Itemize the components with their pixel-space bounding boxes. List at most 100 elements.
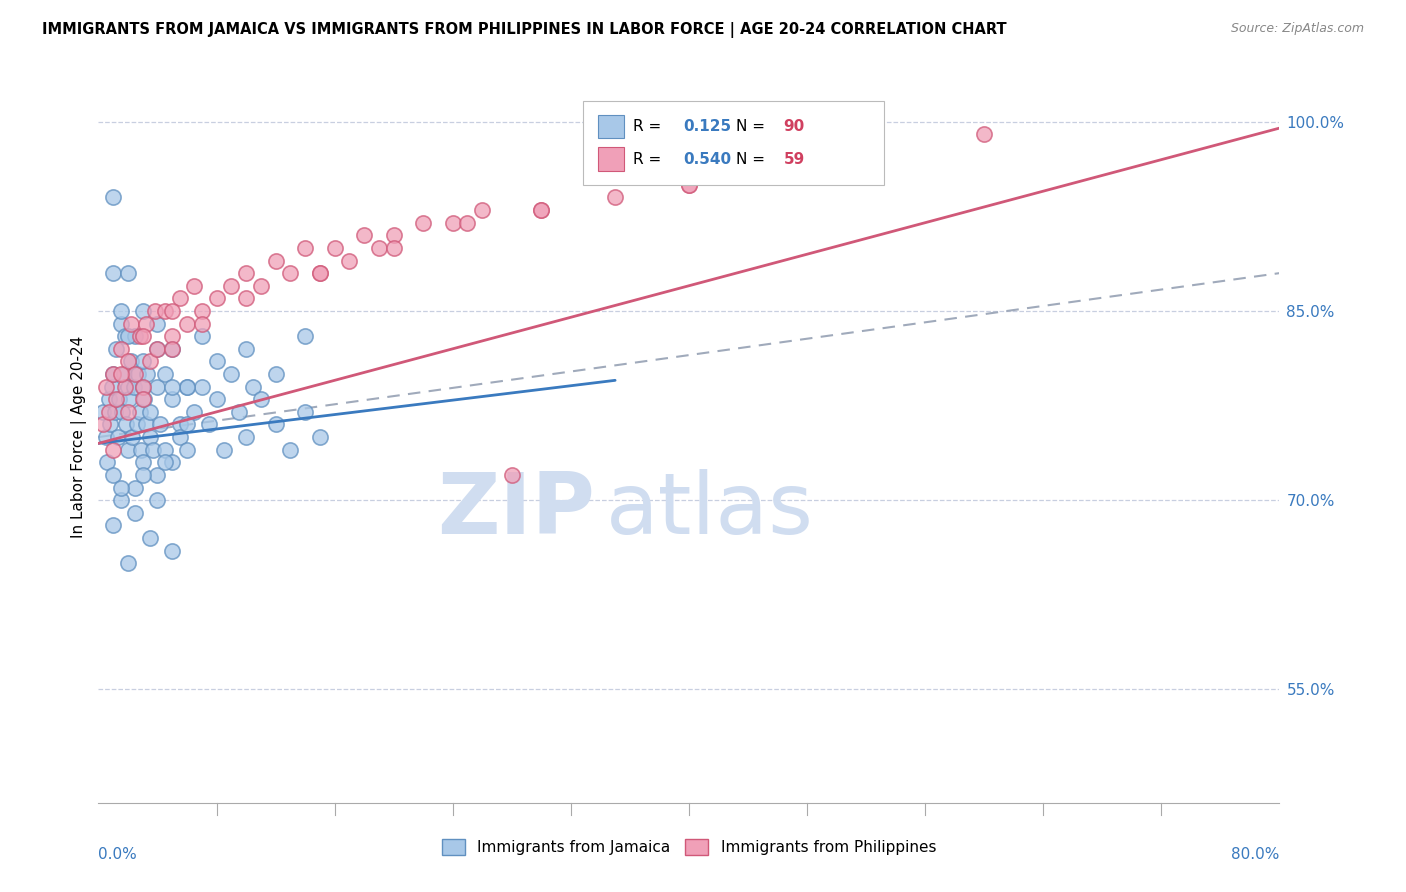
Point xyxy=(132,467,155,482)
Point xyxy=(94,379,117,393)
Legend: Immigrants from Jamaica, Immigrants from Philippines: Immigrants from Jamaica, Immigrants from… xyxy=(436,833,942,861)
Point xyxy=(235,266,257,280)
Point xyxy=(146,342,169,356)
Point xyxy=(110,481,132,495)
Point xyxy=(825,153,848,167)
Point xyxy=(169,430,191,444)
Text: 0.125: 0.125 xyxy=(683,119,731,134)
Point xyxy=(143,304,166,318)
Point xyxy=(205,291,228,305)
Point xyxy=(132,304,155,318)
Point xyxy=(309,266,332,280)
Point xyxy=(162,455,183,469)
Point xyxy=(309,266,332,280)
Text: N =: N = xyxy=(737,152,770,167)
Text: N =: N = xyxy=(737,119,770,134)
Point xyxy=(120,317,142,331)
Point xyxy=(110,367,132,381)
Text: IMMIGRANTS FROM JAMAICA VS IMMIGRANTS FROM PHILIPPINES IN LABOR FORCE | AGE 20-2: IMMIGRANTS FROM JAMAICA VS IMMIGRANTS FR… xyxy=(42,22,1007,38)
Point xyxy=(353,228,375,243)
Point xyxy=(127,367,149,381)
Point xyxy=(368,241,391,255)
Point xyxy=(117,556,139,570)
Point xyxy=(294,329,316,343)
Point xyxy=(605,190,627,204)
Point xyxy=(132,329,155,343)
Point xyxy=(191,379,214,393)
Text: 59: 59 xyxy=(783,152,804,167)
Point xyxy=(117,405,139,419)
Point xyxy=(973,128,995,142)
FancyBboxPatch shape xyxy=(598,147,624,171)
Point xyxy=(132,379,155,393)
Point xyxy=(153,367,176,381)
Point xyxy=(191,304,214,318)
Point xyxy=(471,203,494,218)
Point xyxy=(128,329,150,343)
Point xyxy=(129,442,152,457)
Point xyxy=(117,379,139,393)
Point xyxy=(125,417,148,432)
Point xyxy=(678,178,700,192)
Point xyxy=(191,329,214,343)
Point xyxy=(162,304,183,318)
Point xyxy=(294,241,316,255)
Point xyxy=(110,493,132,508)
Point xyxy=(121,430,143,444)
Point xyxy=(128,405,150,419)
Point xyxy=(104,405,127,419)
Point xyxy=(117,442,139,457)
Point xyxy=(169,291,191,305)
Point xyxy=(162,379,183,393)
Point xyxy=(139,531,162,545)
Point xyxy=(110,317,132,331)
Point xyxy=(264,253,287,268)
Point xyxy=(221,367,243,381)
Point xyxy=(146,493,169,508)
Point xyxy=(250,278,273,293)
Point xyxy=(280,266,302,280)
Point xyxy=(212,442,235,457)
Point xyxy=(122,379,145,393)
Point xyxy=(134,392,156,407)
Point xyxy=(112,367,135,381)
Point xyxy=(146,467,169,482)
Point xyxy=(117,354,139,368)
Point xyxy=(110,342,132,356)
Point xyxy=(191,317,214,331)
Point xyxy=(183,278,205,293)
Point xyxy=(235,342,257,356)
Point xyxy=(103,266,125,280)
Point xyxy=(162,392,183,407)
Point xyxy=(294,405,316,419)
Point xyxy=(132,354,155,368)
Point xyxy=(139,405,162,419)
Point xyxy=(146,317,169,331)
Point xyxy=(228,405,250,419)
Point xyxy=(162,329,183,343)
Point xyxy=(110,304,132,318)
Point xyxy=(132,455,155,469)
Point xyxy=(135,417,157,432)
Point xyxy=(162,342,183,356)
Y-axis label: In Labor Force | Age 20-24: In Labor Force | Age 20-24 xyxy=(72,336,87,538)
Point xyxy=(382,241,405,255)
Point xyxy=(235,430,257,444)
Point xyxy=(198,417,221,432)
Point xyxy=(176,442,198,457)
Point xyxy=(752,165,775,179)
Point xyxy=(115,417,138,432)
Point xyxy=(111,405,134,419)
Text: atlas: atlas xyxy=(606,468,814,552)
Text: 90: 90 xyxy=(783,119,804,134)
Point xyxy=(100,379,122,393)
Point xyxy=(97,392,120,407)
Point xyxy=(530,203,553,218)
Text: R =: R = xyxy=(634,152,666,167)
Point xyxy=(309,430,332,444)
Point xyxy=(97,405,120,419)
Point xyxy=(153,304,176,318)
Point xyxy=(176,379,198,393)
Point xyxy=(91,405,114,419)
Point xyxy=(149,417,172,432)
